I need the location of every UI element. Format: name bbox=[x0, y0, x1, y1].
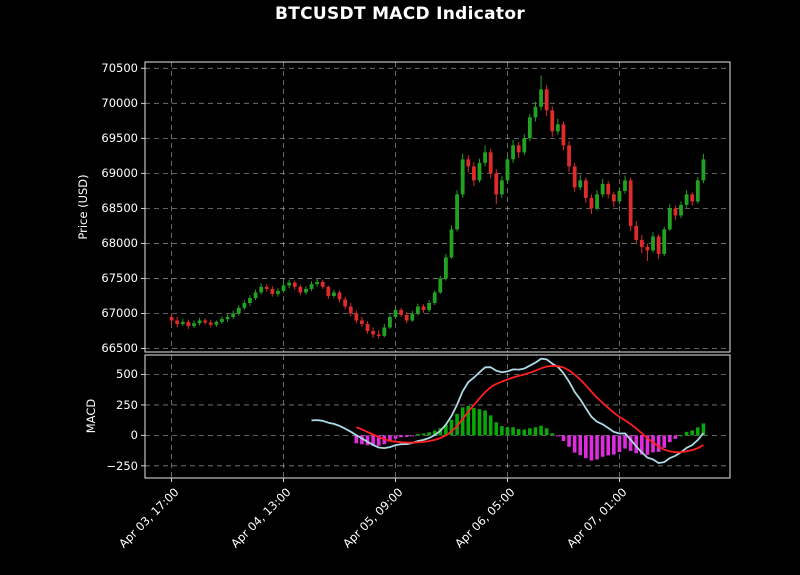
macd-line bbox=[311, 357, 705, 464]
price-tick-label: 70000 bbox=[101, 96, 138, 111]
signal-line bbox=[355, 364, 704, 454]
price-tick-label: 66500 bbox=[101, 341, 138, 356]
price-tick-label: 69000 bbox=[101, 166, 138, 181]
tick-marks bbox=[141, 67, 620, 482]
candlestick-series bbox=[169, 75, 706, 339]
chart-title: BTCUSDT MACD Indicator bbox=[274, 4, 526, 24]
price-tick-label: 69500 bbox=[101, 131, 138, 146]
price-tick-label: 68000 bbox=[101, 236, 138, 251]
price-tick-label: 67000 bbox=[101, 306, 138, 321]
macd-tick-label: 250 bbox=[116, 397, 138, 412]
price-tick-label: 67500 bbox=[101, 271, 138, 286]
price-axis-label: Price (USD) bbox=[76, 174, 90, 240]
macd-tick-label: 0 bbox=[130, 428, 138, 443]
panel-borders bbox=[144, 61, 731, 479]
macd-tick-label: −250 bbox=[106, 458, 138, 473]
panel-backgrounds bbox=[145, 62, 730, 478]
price-tick-label: 70500 bbox=[101, 61, 138, 76]
macd-histogram bbox=[354, 405, 706, 461]
gridlines bbox=[145, 62, 730, 478]
macd-axis-label: MACD bbox=[84, 398, 98, 434]
macd-tick-label: 500 bbox=[116, 367, 138, 382]
price-tick-label: 68500 bbox=[101, 201, 138, 216]
